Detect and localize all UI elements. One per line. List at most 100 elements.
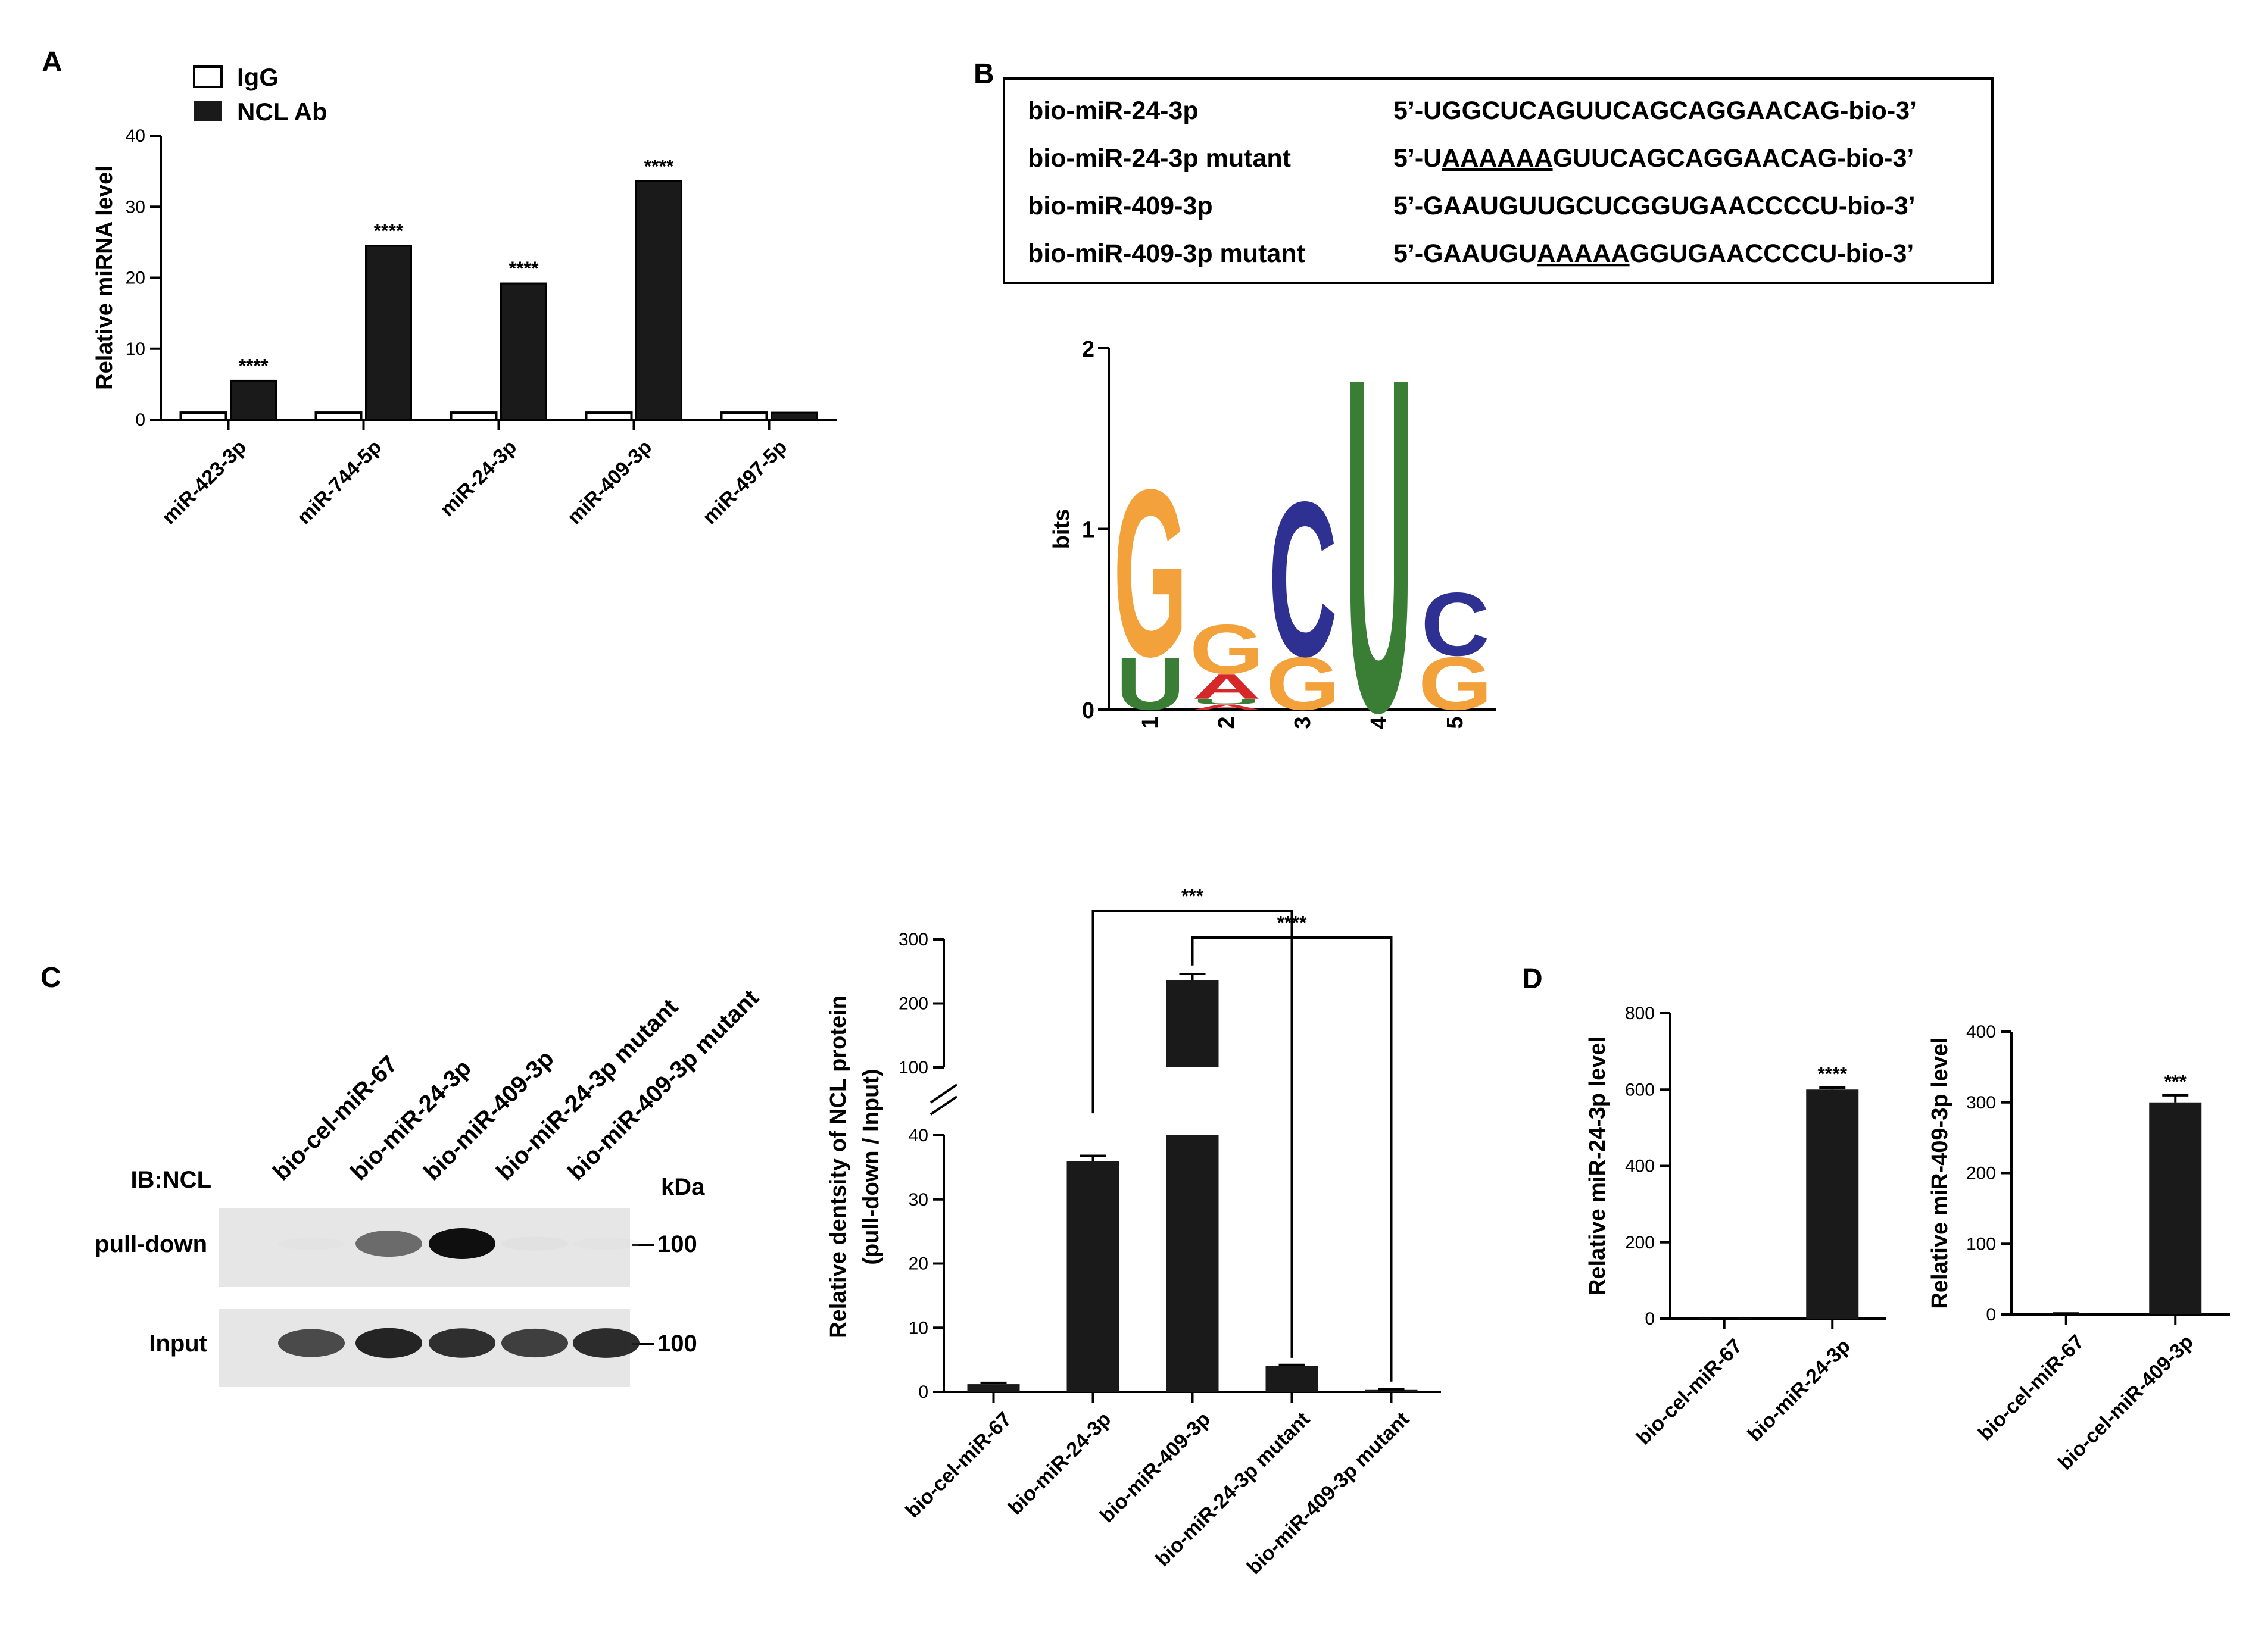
antibody-label: IB:NCL — [130, 1167, 211, 1193]
y-tick-label: 200 — [1966, 1164, 1996, 1183]
x-category-label: bio-cel-miR-67 — [902, 1408, 1016, 1523]
blot-band — [355, 1328, 422, 1359]
blot-row-label: Input — [149, 1331, 207, 1357]
y-tick-label: 0 — [1986, 1305, 1996, 1325]
y-tick-label: 100 — [899, 1058, 928, 1078]
y-tick-label: 400 — [1966, 1022, 1996, 1042]
panel-label-c: C — [40, 962, 61, 994]
sequence-name: bio-miR-409-3p — [1028, 192, 1213, 220]
logo-position-label: 5 — [1443, 716, 1468, 729]
y-axis-title-line2: (pull-down / Input) — [859, 1069, 884, 1264]
chart-panel-a: 0 10 20 30 40 Relative miRNA level **** miR-423… — [92, 63, 837, 529]
y-axis-title: Relative dentsity of NCL protein — [826, 995, 851, 1338]
chart-panel-d-mir409: 0 100 200 300 400 Relative miR-409-3p level bi… — [1927, 1022, 2230, 1475]
y-tick-label: 400 — [1625, 1157, 1655, 1176]
blot-band — [501, 1328, 568, 1358]
y-tick-label: 300 — [899, 930, 928, 950]
axis-break-mark — [930, 1083, 958, 1104]
sequence-prefix: 5’-U — [1393, 96, 1442, 125]
sequence-text: 5’-GAAUGUAAAAAGGUGAACCCCU-bio-3’ — [1393, 239, 1914, 268]
chart-panel-d-mir24: 0 200 400 600 800 Relative miR-24-3p level bio… — [1585, 1004, 1886, 1449]
western-blot: bio-cel-miR-67bio-miR-24-3pbio-miR-409-3… — [95, 985, 764, 1387]
logo-position-label: 3 — [1290, 716, 1315, 729]
y-tick-label: 200 — [1625, 1233, 1655, 1253]
logo-letter: G — [1418, 641, 1492, 726]
y-tick-label: 300 — [1966, 1093, 1996, 1113]
sequence-prefix: 5’-GAAUGU — [1393, 239, 1537, 268]
y-tick-label: 40 — [126, 126, 145, 146]
logo-letter: U — [1192, 698, 1261, 706]
logo-letter: A — [1192, 703, 1261, 711]
sequence-table-border — [1003, 77, 1994, 284]
x-category-label: miR-497-5p — [698, 436, 791, 529]
axis-break-mark — [930, 1095, 958, 1116]
y-tick-label: 200 — [899, 994, 928, 1014]
chart-panel-c: 0 10 20 30 40 100 200 300 Relative dentsity of N… — [826, 885, 1441, 1579]
y-tick-label: 30 — [126, 197, 145, 217]
logo-letter: G — [1190, 610, 1264, 689]
comparison-bracket — [1191, 936, 1393, 1382]
blot-band — [429, 1228, 495, 1259]
logo-position-label: 4 — [1367, 716, 1392, 729]
sequence-mutation: AAAAA — [1537, 239, 1629, 268]
y-tick-label: 10 — [126, 339, 145, 359]
y-axis-title: Relative miR-409-3p level — [1927, 1037, 1952, 1309]
x-category-label: miR-423-3p — [158, 436, 251, 529]
legend-swatch-ncl-ab — [194, 101, 222, 121]
y-tick-label: 10 — [909, 1318, 928, 1338]
y-tick-label: 100 — [1966, 1234, 1996, 1254]
y-tick-label: 0 — [135, 410, 145, 430]
sequence-prefix: 5’-GAAUGU — [1393, 192, 1537, 220]
bar-ncl-ab — [500, 282, 547, 421]
bar-igg — [585, 411, 633, 421]
legend-label-ncl-ab: NCL Ab — [237, 98, 327, 126]
logo-letter: A — [1192, 667, 1261, 706]
sequence-prefix: 5’-U — [1393, 144, 1442, 173]
x-category-label: bio-cel-miR-67 — [1632, 1335, 1747, 1450]
sequence-rest: GGCUCAGUUCAGCAGGAACAG-bio-3’ — [1442, 96, 1917, 125]
y-tick-label: 0 — [1645, 1309, 1655, 1329]
blot-membrane — [219, 1208, 630, 1287]
x-category-label: miR-744-5p — [293, 436, 386, 529]
blot-band — [278, 1329, 345, 1357]
logo-letter: C — [1268, 455, 1337, 703]
logo-letter: U — [1116, 641, 1185, 726]
x-category-label: bio-miR-24-3p — [1004, 1408, 1115, 1519]
significance-label: **** — [1817, 1063, 1847, 1085]
logo-letter: G — [1113, 439, 1187, 706]
bar-igg — [314, 411, 363, 421]
comparison-bracket — [1091, 910, 1293, 1358]
panel-label-b: B — [974, 58, 994, 90]
bar — [1806, 1089, 1859, 1319]
logo-y-axis-title: bits — [1049, 509, 1074, 549]
bar-igg — [179, 411, 227, 421]
y-tick-label: 0 — [918, 1382, 928, 1402]
blot-band — [573, 1237, 640, 1250]
logo-letter: U — [1345, 279, 1414, 811]
x-category-label: miR-409-3p — [563, 436, 656, 529]
y-axis-title: Relative miR-24-3p level — [1585, 1036, 1610, 1295]
sequence-text: 5’-UAAAAAAGUUCAGCAGGAACAG-bio-3’ — [1393, 144, 1914, 173]
blot-row-label: pull-down — [95, 1231, 207, 1257]
lane-label: bio-miR-409-3p — [419, 1045, 559, 1185]
bar-ncl-ab — [230, 379, 277, 421]
sequence-rest: UGCUCGGUGAACCCCU-bio-3’ — [1537, 192, 1915, 220]
significance-label: **** — [239, 355, 269, 376]
legend-swatch-igg — [193, 65, 223, 88]
logo-y-tick-label: 0 — [1082, 698, 1094, 723]
logo-letter: C — [1421, 574, 1490, 675]
bar-upper-segment — [1166, 980, 1219, 1067]
sequence-mutation: AAAAAA — [1442, 144, 1552, 173]
bar — [1265, 1366, 1318, 1392]
blot-band — [429, 1328, 495, 1358]
y-tick-label: 20 — [126, 268, 145, 288]
panel-label-d: D — [1522, 963, 1543, 995]
blot-band — [355, 1231, 422, 1257]
y-tick-label: 40 — [909, 1126, 928, 1145]
sequence-table: bio-miR-24-3p 5’-UGGCUCAGUUCAGCAGGAACAG-b… — [1003, 77, 1994, 284]
logo-y-tick-label: 1 — [1082, 518, 1094, 543]
logo-y-tick-label: 2 — [1082, 337, 1094, 362]
blot-band — [573, 1328, 640, 1358]
